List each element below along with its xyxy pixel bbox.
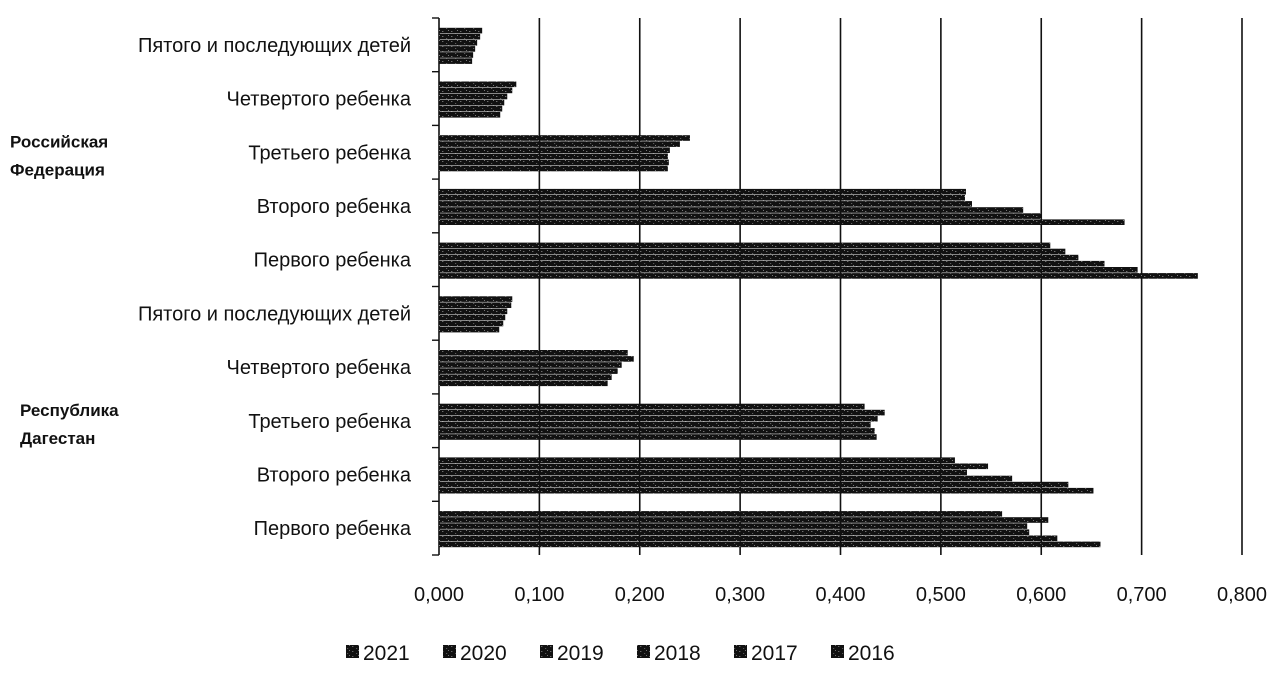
bar-texture (439, 33, 481, 40)
legend-swatch-texture (540, 645, 553, 658)
bar-texture (439, 207, 1024, 213)
bar-texture (439, 409, 885, 416)
bar-texture (439, 326, 500, 333)
bar-texture (439, 428, 875, 434)
bar-texture (439, 368, 618, 374)
bar-texture (439, 267, 1138, 273)
bar-texture (439, 58, 473, 64)
bar-texture (439, 165, 668, 172)
x-tick-label: 0,300 (715, 584, 765, 606)
group-label: Российская Федерация (10, 132, 108, 179)
bar-texture (439, 112, 501, 118)
x-tick-label: 0,600 (1016, 584, 1066, 606)
group-label-line: Республика (20, 401, 119, 420)
bar-texture (439, 362, 622, 368)
bar-texture (439, 475, 1013, 482)
x-tick-label: 0,400 (815, 584, 865, 606)
bar-texture (439, 87, 513, 94)
bar-texture (439, 457, 955, 463)
x-tick-label: 0,700 (1117, 584, 1167, 606)
category-label: Третьего ребенка (248, 411, 412, 433)
bar-texture (439, 135, 690, 141)
x-tick-label: 0,100 (514, 584, 564, 606)
bar-texture (439, 213, 1042, 219)
bar-texture (439, 159, 669, 166)
bar-texture (439, 52, 474, 58)
x-tick-label: 0,500 (916, 584, 966, 606)
bar-texture (439, 153, 668, 160)
group-label-line: Федерация (10, 160, 105, 179)
category-label: Первого ребенка (254, 250, 412, 272)
bar-texture (439, 254, 1079, 261)
bar-texture (439, 188, 966, 195)
group-label-line: Российская (10, 132, 108, 151)
bar-texture (439, 141, 680, 147)
legend-label-2021: 2021 (363, 642, 410, 665)
legend-swatch-texture (637, 645, 650, 658)
x-tick-label: 0,200 (615, 584, 665, 606)
bar-texture (439, 260, 1105, 267)
bar-texture (439, 81, 517, 88)
bar-texture (439, 302, 512, 308)
category-label: Третьего ребенка (248, 142, 412, 164)
bar-texture (439, 487, 1094, 494)
bar-texture (439, 99, 505, 106)
bar-texture (439, 403, 865, 410)
category-label: Пятого и последующих детей (138, 303, 411, 325)
legend-swatch-texture (443, 645, 456, 658)
bar-texture (439, 434, 877, 440)
bar-texture (439, 201, 972, 207)
bar-texture (439, 529, 1030, 535)
bar-texture (439, 356, 634, 362)
category-label: Четвертого ребенка (227, 357, 412, 379)
bar-texture (439, 415, 878, 422)
bar-texture (439, 273, 1198, 279)
bar-texture (439, 350, 628, 356)
category-label: Первого ребенка (254, 518, 412, 540)
bar-texture (439, 314, 506, 321)
bar-texture (439, 242, 1051, 249)
bar-texture (439, 535, 1058, 542)
group-label: Республика Дагестан (20, 401, 119, 448)
bar-texture (439, 517, 1049, 523)
bar-texture (439, 219, 1125, 225)
bar-texture (439, 195, 965, 201)
bar-texture (439, 296, 513, 302)
bar-texture (439, 380, 608, 387)
legend-label-2018: 2018 (654, 642, 701, 665)
legend-swatch-texture (734, 645, 747, 658)
legend-swatch-texture (831, 645, 844, 658)
x-tick-label: 0,000 (414, 584, 464, 606)
group-label-line: Дагестан (20, 429, 95, 448)
legend-label-2017: 2017 (751, 642, 798, 665)
bar-texture (439, 481, 1069, 488)
category-label: Пятого и последующих детей (138, 35, 411, 57)
bar-texture (439, 308, 508, 315)
bar-texture (439, 248, 1066, 255)
legend-label-2019: 2019 (557, 642, 604, 665)
bar-texture (439, 541, 1101, 548)
legend-label-2020: 2020 (460, 642, 507, 665)
bar-texture (439, 511, 1003, 517)
bar-texture (439, 46, 476, 52)
bar-texture (439, 463, 989, 470)
category-label: Четвертого ребенка (227, 89, 412, 111)
bar-texture (439, 422, 871, 428)
legend-label-2016: 2016 (848, 642, 895, 665)
bar-texture (439, 523, 1028, 529)
category-label: Второго ребенка (257, 196, 412, 218)
bar-texture (439, 105, 503, 112)
bar-texture (439, 147, 670, 153)
bar-texture (439, 40, 478, 46)
legend-swatch-texture (346, 645, 359, 658)
x-tick-label: 0,800 (1217, 584, 1267, 606)
bar-texture (439, 27, 483, 34)
bar-texture (439, 320, 504, 327)
bar-texture (439, 93, 508, 100)
bar-texture (439, 374, 612, 380)
bar-texture (439, 469, 967, 476)
category-label: Второго ребенка (257, 464, 412, 486)
